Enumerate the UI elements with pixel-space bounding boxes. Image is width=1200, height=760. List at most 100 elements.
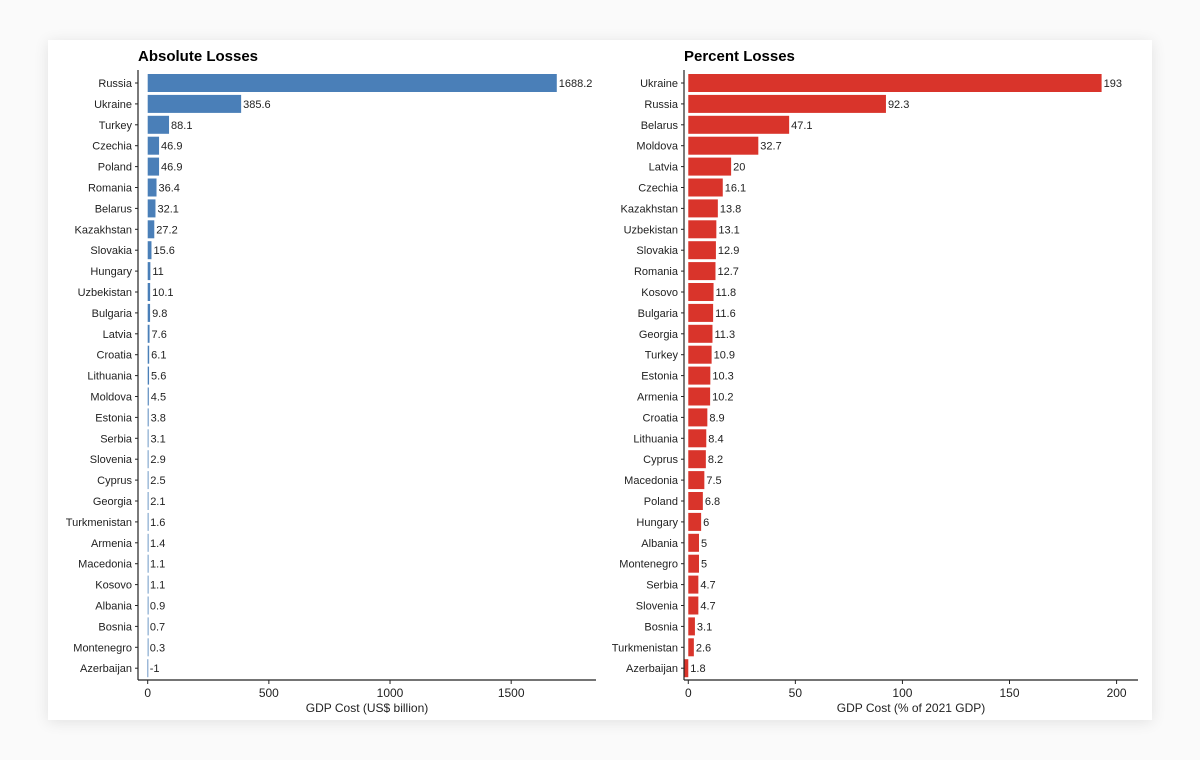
absolute-bar-estonia [147,408,149,427]
data-label: 11 [152,266,163,278]
absolute-bar-cyprus [147,471,149,490]
x-tick-label: 200 [1107,686,1127,700]
data-label: 1688.2 [559,78,593,90]
x-tick-label: 100 [892,686,912,700]
absolute-bar-albania [147,596,149,615]
percent-bar-armenia [688,387,711,406]
data-label: 6.1 [151,350,166,362]
category-label: Montenegro [619,559,678,571]
percent-bar-poland [688,492,703,510]
data-label: 8.2 [708,454,723,466]
category-label: Armenia [91,538,133,550]
absolute-bar-bulgaria [147,303,151,322]
absolute-bar-slovenia [147,450,149,469]
data-label: 3.8 [151,412,166,424]
percent-bar-belarus [688,115,790,134]
data-label: 2.5 [150,475,165,487]
absolute-bar-moldova [147,387,149,406]
data-label: 1.8 [690,663,705,675]
absolute-bar-ukraine [147,94,242,113]
data-label: 0.7 [150,621,165,633]
category-label: Hungary [90,266,132,278]
percent-bar-bosnia [688,617,695,636]
absolute-bar-bosnia [147,617,149,636]
data-label: 1.4 [150,538,165,550]
category-label: Slovakia [90,245,132,257]
data-label: 4.7 [700,601,715,613]
percent-bar-czechia [688,178,723,197]
category-label: Georgia [639,329,679,341]
percent-bar-lithuania [688,429,707,448]
data-label: 11.6 [715,308,736,320]
data-label: 2.6 [696,642,711,654]
data-label: -1 [150,663,160,675]
category-label: Uzbekistan [624,224,678,236]
data-label: 2.1 [150,496,165,508]
data-label: 46.9 [161,162,182,174]
category-label: Albania [641,538,679,550]
percent-bar-macedonia [688,471,705,490]
absolute-bar-romania [147,178,157,197]
absolute-bar-montenegro [147,638,149,657]
category-label: Albania [95,601,133,613]
data-label: 4.5 [151,392,166,404]
data-label: 32.1 [157,203,178,215]
data-label: 3.1 [150,433,165,445]
category-label: Hungary [636,517,678,529]
percent-bar-serbia [688,575,699,594]
percent-losses-panel: Percent Losses 193 Ukraine 92.3 Russia 47.1 Be… [612,48,1138,715]
data-label: 13.1 [718,224,739,236]
category-label: Lithuania [87,371,133,383]
absolute-bar-kazakhstan [147,220,155,239]
absolute-bar-poland [147,157,160,176]
percent-bar-russia [688,94,886,113]
category-label: Serbia [100,433,133,445]
percent-bar-estonia [688,366,711,385]
category-label: Russia [644,99,679,111]
percent-bar-turkey [688,345,712,364]
percent-bar-montenegro [688,554,699,573]
data-label: 10.3 [712,371,733,383]
charts-figure: Absolute Losses 1688.2 Russia 385.6 Ukraine 8… [66,48,1138,715]
chart-title: Percent Losses [684,48,795,65]
category-label: Georgia [93,496,133,508]
data-label: 385.6 [243,99,271,111]
data-label: 88.1 [171,120,192,132]
category-label: Turkey [645,350,679,362]
absolute-bar-turkmenistan [147,512,149,531]
percent-bar-uzbekistan [688,220,717,239]
absolute-bar-lithuania [147,366,150,385]
data-label: 13.8 [720,203,741,215]
data-label: 7.5 [706,475,721,487]
chart-title: Absolute Losses [138,48,258,65]
data-label: 0.9 [150,601,165,613]
data-label: 12.9 [718,245,739,257]
percent-bar-turkmenistan [688,638,694,657]
percent-bar-albania [688,533,699,552]
x-tick-label: 0 [144,686,151,700]
percent-bar-cyprus [688,450,706,469]
category-label: Azerbaijan [626,663,678,675]
data-label: 8.4 [708,433,723,445]
category-label: Latvia [103,329,133,341]
data-label: 36.4 [159,183,180,195]
absolute-bar-belarus [147,199,156,218]
percent-bar-croatia [688,408,708,427]
category-label: Belarus [641,120,679,132]
data-label: 11.8 [716,287,737,299]
category-label: Cyprus [97,475,132,487]
data-label: 5 [701,559,707,571]
category-label: Latvia [649,162,679,174]
data-label: 20 [733,162,745,174]
absolute-bar-azerbaijan [147,659,149,678]
category-label: Croatia [97,350,133,362]
data-label: 92.3 [888,99,909,111]
category-label: Ukraine [640,78,678,90]
percent-bar-slovenia [688,596,699,615]
category-label: Bosnia [644,621,679,633]
category-label: Kosovo [641,287,678,299]
category-label: Estonia [95,412,133,424]
category-label: Uzbekistan [78,287,132,299]
absolute-bar-croatia [147,345,150,364]
x-tick-label: 1500 [498,686,525,700]
